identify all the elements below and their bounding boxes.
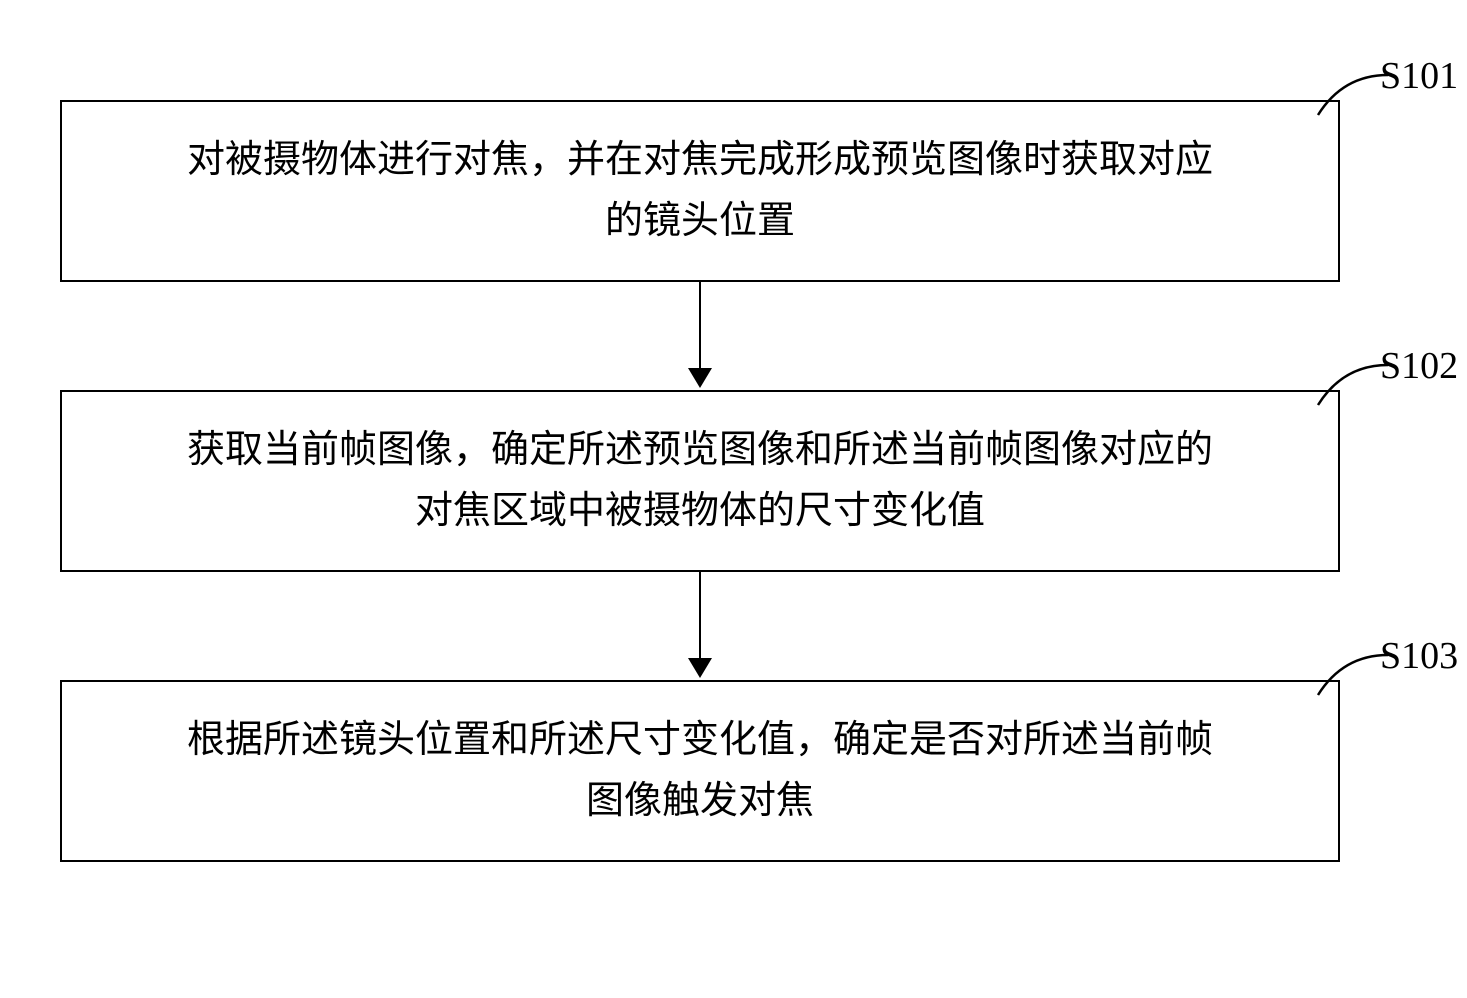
step-box-s102: 获取当前帧图像，确定所述预览图像和所述当前帧图像对应的 对焦区域中被摄物体的尺寸… <box>60 390 1340 572</box>
step-text-line2: 对焦区域中被摄物体的尺寸变化值 <box>415 490 985 532</box>
connector-s102-s103 <box>685 570 715 680</box>
connector-s101-s102 <box>685 280 715 390</box>
step-text-line2: 的镜头位置 <box>605 200 795 242</box>
step-label-s102: S102 <box>1380 344 1458 388</box>
step-box-s103: 根据所述镜头位置和所述尺寸变化值，确定是否对所述当前帧 图像触发对焦 <box>60 680 1340 862</box>
step-label-s101: S101 <box>1380 54 1458 98</box>
step-text-line1: 获取当前帧图像，确定所述预览图像和所述当前帧图像对应的 <box>187 429 1213 471</box>
step-box-s101: 对被摄物体进行对焦，并在对焦完成形成预览图像时获取对应 的镜头位置 <box>60 100 1340 282</box>
step-label-s103: S103 <box>1380 634 1458 678</box>
step-text-line2: 图像触发对焦 <box>586 780 814 822</box>
step-text-line1: 根据所述镜头位置和所述尺寸变化值，确定是否对所述当前帧 <box>187 719 1213 761</box>
step-text-line1: 对被摄物体进行对焦，并在对焦完成形成预览图像时获取对应 <box>187 139 1213 181</box>
